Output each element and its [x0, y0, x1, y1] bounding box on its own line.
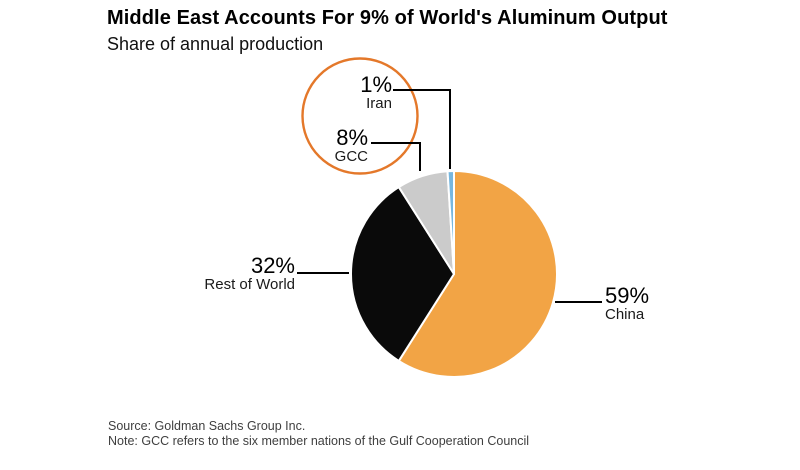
pie-slice-iran — [446, 169, 455, 275]
label-iran-name: Iran — [366, 95, 392, 112]
note-line: Note: GCC refers to the six member natio… — [108, 434, 530, 448]
label-gcc-name: GCC — [334, 148, 368, 165]
label-china: 59% China — [605, 283, 650, 324]
label-gcc-value: 8% — [336, 125, 368, 150]
chart-footnotes: Source: Goldman Sachs Group Inc. Note: G… — [108, 419, 529, 449]
label-rest-of-world-value: 32% — [250, 253, 295, 278]
middle-east-annotation-circle — [301, 57, 419, 175]
label-rest-of-world: 32% Rest of World — [204, 253, 295, 294]
label-gcc: 8% GCC — [334, 125, 368, 166]
pie-slices-group — [350, 169, 558, 378]
label-iran-value: 1% — [360, 72, 392, 97]
pie-slice-china — [397, 170, 558, 378]
label-iran: 1% Iran — [360, 72, 392, 113]
iran-connector-line — [393, 89, 451, 169]
chart-subtitle: Share of annual production — [107, 34, 324, 54]
label-china-value: 59% — [605, 283, 650, 308]
label-rest-of-world-name: Rest of World — [204, 276, 295, 293]
label-china-name: China — [605, 306, 645, 323]
gcc-connector-line — [371, 142, 421, 171]
source-line: Source: Goldman Sachs Group Inc. — [108, 419, 306, 433]
pie-slice-rest-of-world — [350, 186, 455, 362]
chart-title: Middle East Accounts For 9% of World's A… — [107, 7, 668, 29]
